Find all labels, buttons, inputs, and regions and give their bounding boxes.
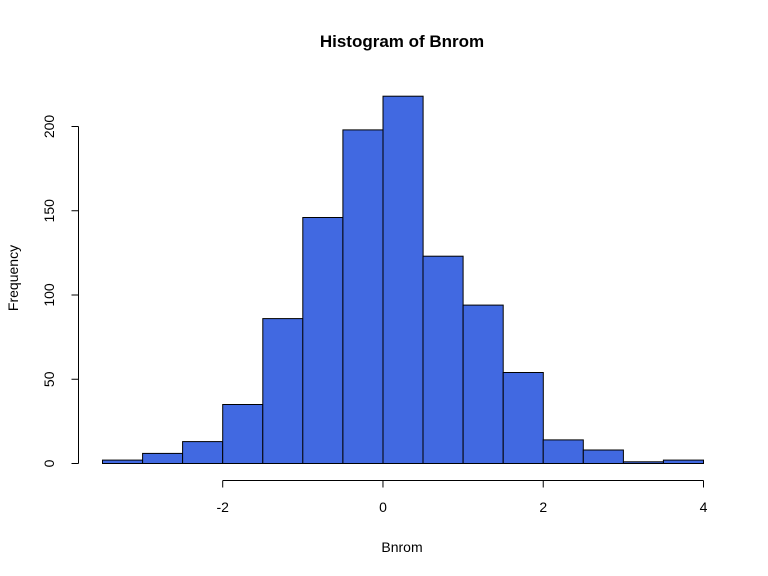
histogram-bar [542,439,584,464]
histogram-bar [222,404,264,464]
y-axis: 0 50 100 150 200 [41,115,79,467]
histogram-bar [502,372,544,464]
x-tick-label: 0 [379,499,387,515]
y-tick-label: 150 [41,199,57,223]
histogram-bar [182,441,224,465]
histogram-bar [262,318,304,464]
histogram-bar [462,304,504,464]
histogram-bar [662,459,705,465]
bars-group [102,95,705,465]
y-tick-label: 200 [41,115,57,139]
x-tick-label: -2 [216,499,229,515]
histogram-bar [342,129,384,464]
x-tick-label: 2 [539,499,547,515]
histogram-bar [302,217,344,464]
histogram-bar [422,255,464,465]
histogram-bar [102,459,144,465]
y-tick-label: 50 [41,371,57,387]
y-tick-label: 0 [41,459,57,467]
x-tick-label: 4 [700,499,708,515]
x-axis-label: Bnrom [381,539,422,555]
chart-title: Histogram of Bnrom [320,32,484,51]
x-axis: -2 0 2 4 [216,480,708,515]
y-tick-label: 100 [41,283,57,307]
histogram-bar [142,452,184,464]
y-axis-label: Frequency [5,245,21,311]
histogram-bar [582,449,624,464]
histogram-bar [382,95,424,464]
histogram-bar [622,461,665,464]
